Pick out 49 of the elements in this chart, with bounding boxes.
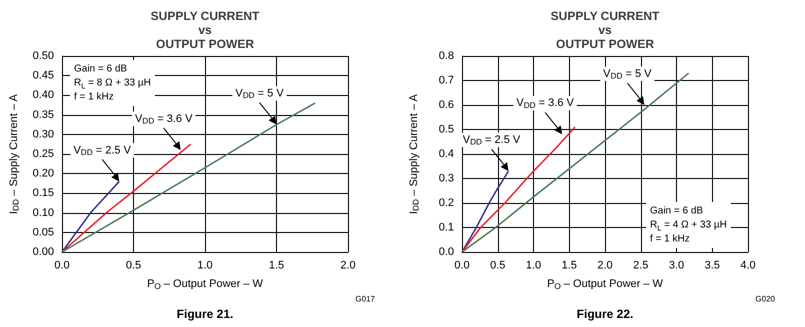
y-tick-label: 0.8 (438, 50, 454, 62)
caption: Figure 21. (176, 307, 234, 321)
y-tick-label: 0.2 (438, 197, 454, 209)
annotation: f = 1 kHz (74, 92, 114, 102)
y-tick-label: 0.3 (438, 172, 454, 184)
x-tick-label: 2.5 (633, 260, 648, 272)
y-tick-label: 0.25 (32, 148, 54, 160)
chart-title: SUPPLY CURRENT vs OUTPUT POWER (550, 9, 660, 51)
y-tick-label: 0.1 (438, 222, 454, 234)
y-tick-label: 0.7 (438, 74, 454, 86)
y-tick-label: 0.45 (32, 70, 54, 82)
x-tick-label: 1.5 (562, 260, 577, 272)
y-tick-label: 0.10 (32, 206, 54, 219)
y-tick-label: 0.50 (32, 50, 54, 62)
y-tick-label: 0.20 (32, 168, 54, 180)
x-tick-label: 0.5 (126, 260, 142, 272)
x-tick-label: 4.0 (740, 260, 756, 272)
y-tick-label: 0.40 (32, 89, 54, 102)
line-series (461, 126, 576, 253)
text: G020 (755, 294, 776, 304)
y-axis-title: IDD – Supply Current – A (8, 94, 20, 214)
x-tick-label: 1.5 (268, 260, 284, 272)
y-tick-label: 0.4 (438, 148, 454, 160)
y-tick-label: 0.5 (438, 124, 454, 136)
annotation: Gain = 6 dB (650, 206, 704, 216)
y-tick-label: 0.15 (32, 187, 54, 200)
caption: Figure 22. (576, 307, 634, 321)
x-tick-label: 3.0 (668, 260, 684, 272)
x-tick-label: 2.0 (340, 260, 356, 272)
x-tick-label: 2.0 (597, 260, 613, 272)
y-tick-label: 0.35 (32, 108, 54, 121)
annotation: f = 1 kHz (650, 234, 690, 244)
text: G017 (355, 294, 376, 304)
chart-title: SUPPLY CURRENT vs OUTPUT POWER (150, 9, 260, 51)
x-tick-label: 1.0 (197, 260, 213, 272)
x-tick-label: 1.0 (526, 260, 542, 272)
y-tick-label: 0.05 (32, 226, 54, 238)
y-tick-label: 0.30 (32, 128, 54, 140)
x-tick-label: 0.5 (490, 260, 506, 272)
x-tick-label: 0.0 (54, 260, 70, 272)
line-series (61, 102, 316, 253)
x-tick-label: 3.5 (704, 260, 720, 272)
y-tick-label: 0.6 (438, 99, 454, 111)
line-series (61, 143, 192, 253)
x-tick-label: 0.0 (454, 260, 470, 272)
y-axis-title: IDD – Supply Current – A (408, 94, 420, 214)
y-tick-label: 0.00 (32, 246, 54, 258)
annotation: Gain = 6 dB (74, 64, 128, 74)
y-tick-label: 0.0 (438, 246, 454, 258)
